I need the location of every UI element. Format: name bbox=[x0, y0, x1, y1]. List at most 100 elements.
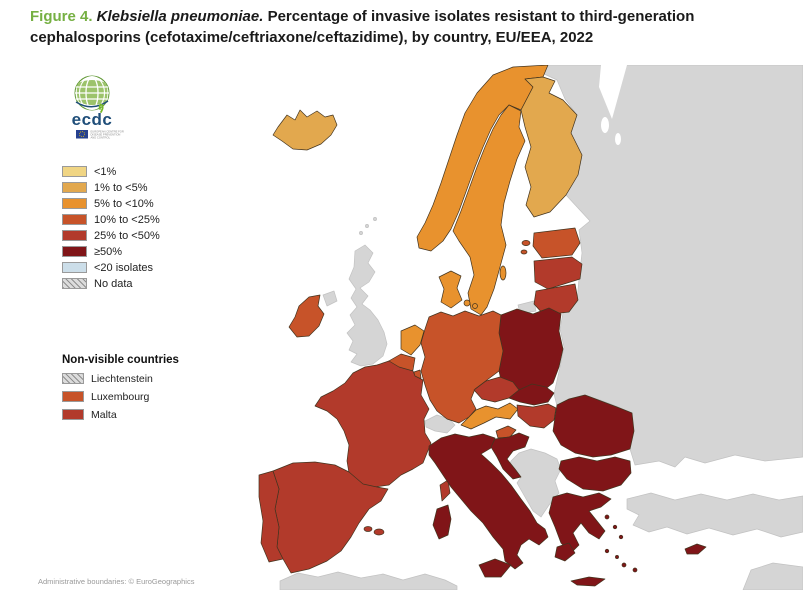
island-rhodes bbox=[632, 567, 638, 573]
logo-subtext-1: EUROPEAN CENTRE FOR bbox=[91, 130, 124, 134]
island-menorca bbox=[373, 528, 385, 536]
land-united-kingdom bbox=[346, 244, 388, 367]
island-mallorca bbox=[363, 526, 373, 532]
legend-swatch-no-data bbox=[62, 278, 87, 289]
non-visible-title: Non-visible countries bbox=[62, 354, 179, 366]
legend-item: <20 isolates bbox=[62, 261, 160, 274]
country-slovenia bbox=[495, 425, 517, 439]
aegean-island bbox=[612, 524, 618, 530]
island-sardinia bbox=[432, 504, 452, 540]
legend-swatch-1to5 bbox=[62, 182, 87, 193]
island-sicily bbox=[478, 558, 512, 578]
legend-swatch-5to10 bbox=[62, 198, 87, 209]
figure-organism: Klebsiella pneumoniae. bbox=[92, 8, 264, 25]
country-slovakia bbox=[508, 383, 555, 406]
country-greece bbox=[548, 492, 638, 587]
peloponnese bbox=[554, 542, 576, 562]
aegean-island bbox=[621, 562, 627, 568]
europe-choropleth-map bbox=[258, 65, 803, 590]
legend-label: <20 isolates bbox=[94, 261, 154, 274]
country-italy bbox=[428, 433, 549, 578]
country-denmark bbox=[438, 270, 478, 309]
logo-subtext-2: DISEASE PREVENTION bbox=[91, 133, 121, 137]
logo-subtext-3: AND CONTROL bbox=[91, 136, 111, 140]
legend-item: 10% to <25% bbox=[62, 213, 160, 226]
legend-item: 1% to <5% bbox=[62, 181, 160, 194]
legend-item: <1% bbox=[62, 165, 160, 178]
legend-swatch-10to25 bbox=[62, 214, 87, 225]
country-ireland bbox=[288, 294, 325, 338]
legend-label: 25% to <50% bbox=[94, 229, 160, 242]
country-germany bbox=[420, 310, 504, 424]
non-visible-countries-legend: Non-visible countries Liechtenstein Luxe… bbox=[62, 354, 179, 427]
legend-label: 5% to <10% bbox=[94, 197, 154, 210]
legend-label: No data bbox=[94, 277, 133, 290]
country-bulgaria bbox=[558, 456, 632, 492]
legend-label: 1% to <5% bbox=[94, 181, 148, 194]
logo-leaf-swoosh bbox=[98, 103, 104, 113]
country-hungary bbox=[516, 403, 557, 429]
country-latvia bbox=[533, 256, 583, 290]
lake-onega bbox=[615, 133, 621, 145]
legend-swatch-ge50 bbox=[62, 246, 87, 257]
legend-item: 25% to <50% bbox=[62, 229, 160, 242]
non-visible-item: Liechtenstein bbox=[62, 372, 179, 385]
lake-ladoga bbox=[601, 117, 609, 133]
island-zealand bbox=[463, 299, 471, 307]
legend-swatch-25to50 bbox=[62, 230, 87, 241]
swatch-luxembourg bbox=[62, 391, 84, 402]
non-visible-item: Luxembourg bbox=[62, 390, 179, 403]
land-north-africa bbox=[279, 571, 458, 590]
non-visible-item: Malta bbox=[62, 408, 179, 421]
aegean-island bbox=[615, 555, 619, 559]
island-saaremaa bbox=[521, 240, 531, 246]
country-finland bbox=[520, 76, 583, 218]
non-visible-label: Malta bbox=[91, 408, 117, 421]
country-estonia bbox=[520, 227, 581, 259]
country-sweden bbox=[452, 104, 526, 316]
aegean-island bbox=[618, 534, 624, 540]
legend-swatch-lt20-isolates bbox=[62, 262, 87, 273]
land-levant bbox=[742, 562, 803, 590]
legend-item: ≥50% bbox=[62, 245, 160, 258]
page-title: Figure 4. Klebsiella pneumoniae. Percent… bbox=[30, 6, 765, 48]
ecdc-logo: ecdc EUROPEAN CENTRE FOR DISEASE PREVENT… bbox=[72, 75, 124, 140]
island-gotland bbox=[499, 265, 507, 281]
island-hiiumaa bbox=[520, 249, 528, 255]
legend-label: ≥50% bbox=[94, 245, 123, 258]
legend-item: 5% to <10% bbox=[62, 197, 160, 210]
logo-wordmark: ecdc bbox=[72, 110, 113, 129]
globe-grid-lon2 bbox=[78, 75, 106, 111]
globe-outline-arc bbox=[75, 100, 109, 108]
country-lithuania bbox=[533, 283, 579, 316]
swatch-malta bbox=[62, 409, 84, 420]
non-visible-label: Luxembourg bbox=[91, 390, 150, 403]
globe-grid-lat bbox=[75, 86, 109, 100]
legend-label: 10% to <25% bbox=[94, 213, 160, 226]
country-austria bbox=[460, 402, 519, 430]
country-romania bbox=[552, 394, 635, 458]
land-northern-ireland bbox=[322, 290, 338, 307]
legend-item: No data bbox=[62, 277, 160, 290]
island-crete bbox=[570, 576, 606, 587]
uk-northern-isles bbox=[359, 217, 377, 235]
aegean-island bbox=[604, 514, 610, 520]
legend-label: <1% bbox=[94, 165, 117, 178]
country-france bbox=[314, 360, 451, 502]
non-visible-label: Liechtenstein bbox=[91, 372, 153, 385]
map-legend: <1% 1% to <5% 5% to <10% 10% to <25% 25%… bbox=[62, 166, 160, 294]
swatch-liechtenstein bbox=[62, 373, 84, 384]
aegean-island bbox=[604, 548, 610, 554]
eu-flag-icon bbox=[76, 130, 88, 139]
map-attribution: Administrative boundaries: © EuroGeograp… bbox=[38, 577, 195, 586]
legend-swatch-lt1 bbox=[62, 166, 87, 177]
island-funen bbox=[472, 303, 478, 309]
land-turkey bbox=[626, 492, 803, 538]
country-cyprus bbox=[684, 543, 707, 555]
white-sea bbox=[599, 65, 627, 119]
country-netherlands bbox=[400, 324, 425, 356]
country-portugal bbox=[258, 470, 284, 563]
country-poland bbox=[498, 307, 564, 393]
island-corsica bbox=[439, 479, 451, 502]
